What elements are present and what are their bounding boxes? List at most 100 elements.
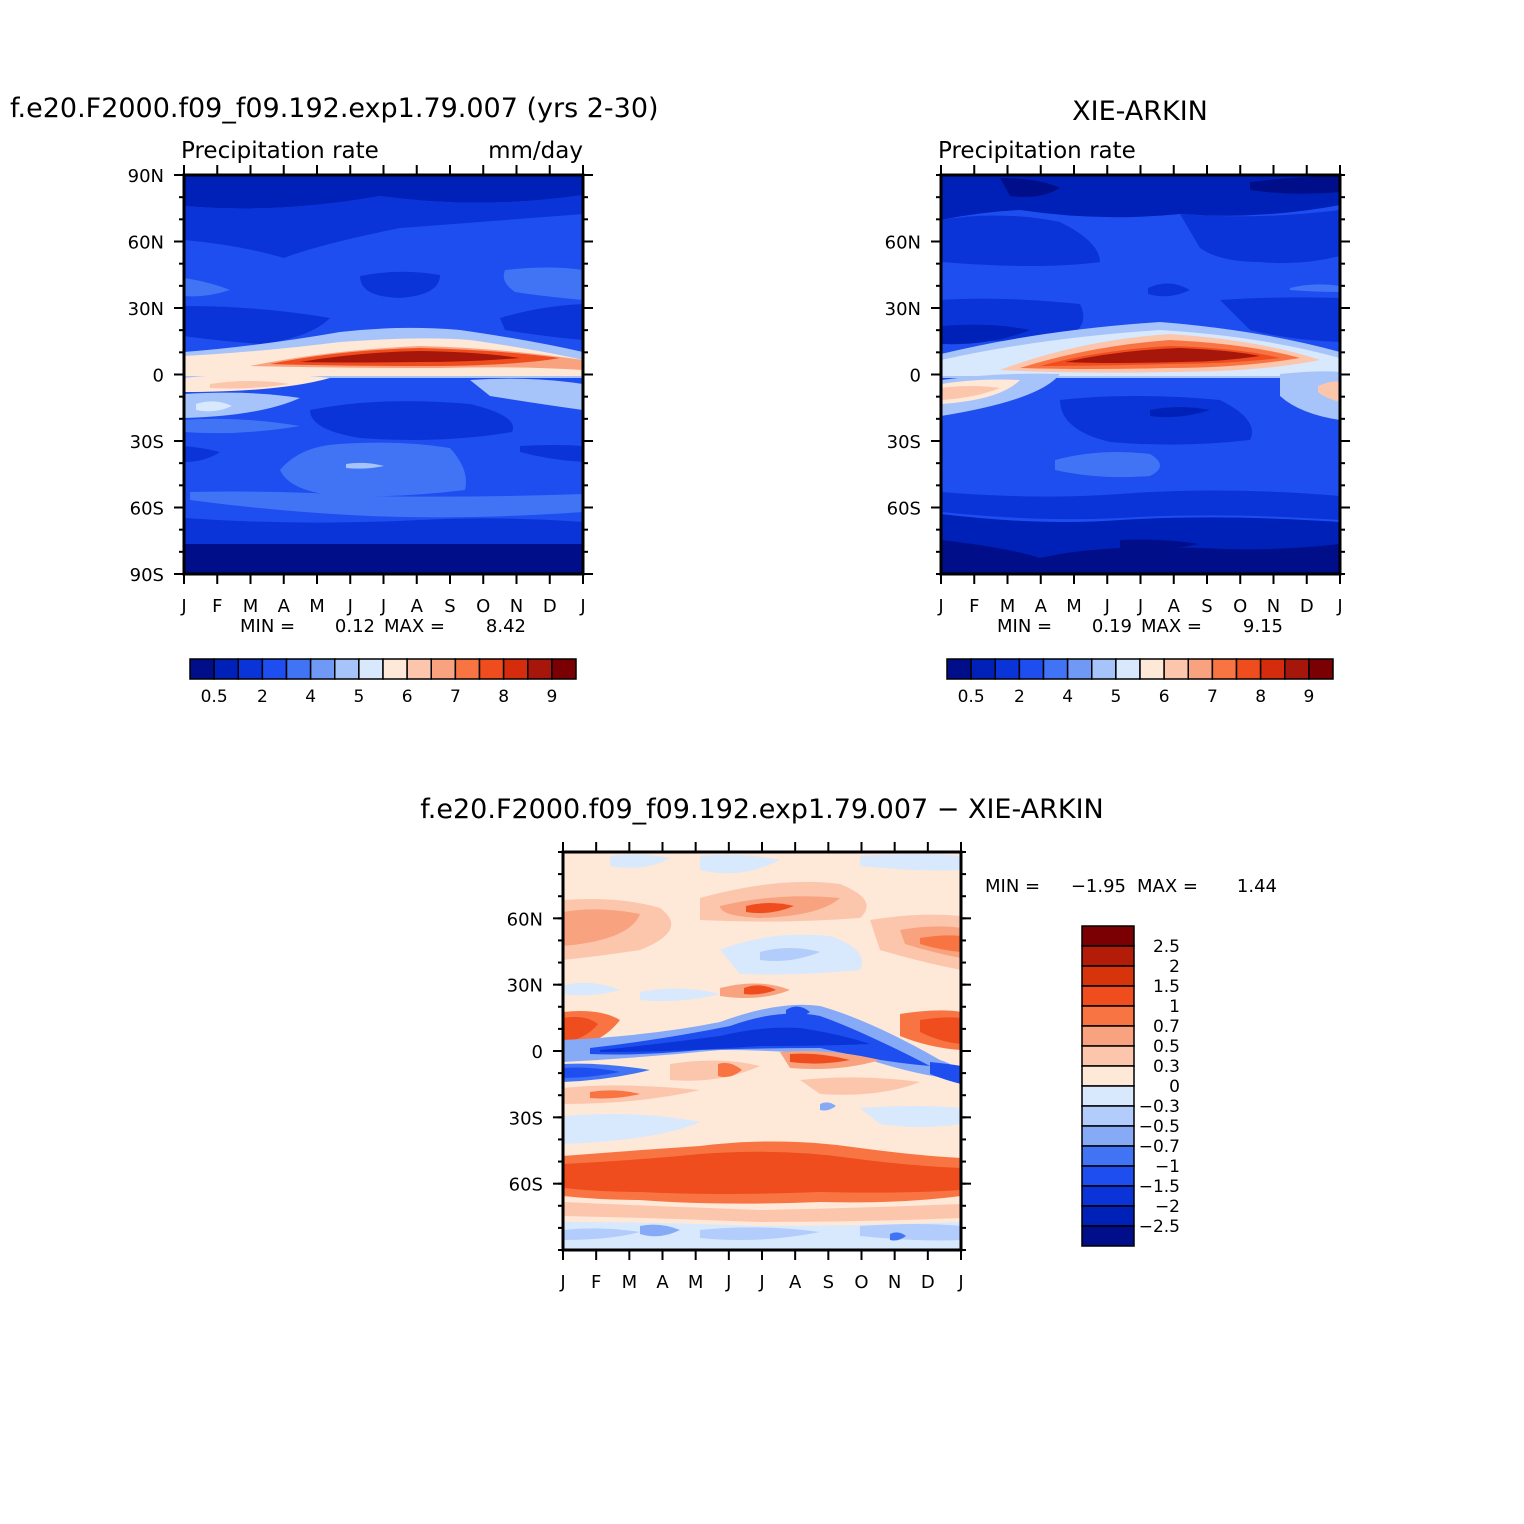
colorbar-label: 2	[257, 687, 268, 707]
panel-diff-field	[563, 852, 961, 1250]
colorbar-label: −1	[1155, 1157, 1180, 1177]
colorbar-cell	[1081, 1185, 1135, 1207]
x-tick-label: A	[656, 1272, 669, 1293]
colorbar-label: −2	[1155, 1197, 1180, 1217]
panel-model-max-label: MAX =	[384, 616, 445, 637]
colorbar-label: −0.5	[1139, 1117, 1180, 1137]
panel-obs-title: XIE-ARKIN	[1072, 96, 1208, 127]
colorbar-cell	[237, 658, 264, 680]
x-tick-label: O	[1233, 596, 1247, 617]
x-tick-label: O	[854, 1272, 868, 1293]
colorbar-cell	[261, 658, 288, 680]
y-tick-label: 60N	[128, 233, 164, 254]
colorbar-cell	[309, 658, 336, 680]
colorbar-cell	[1308, 658, 1334, 680]
colorbar-cell	[1081, 1065, 1135, 1087]
colorbar-cell	[478, 658, 505, 680]
x-tick-label: M	[1066, 596, 1082, 617]
colorbar-cell	[1081, 965, 1135, 987]
colorbar-label: −0.7	[1139, 1137, 1180, 1157]
x-tick-label: J	[347, 596, 353, 617]
y-tick-label: 90S	[130, 565, 164, 586]
colorbar-label: −0.3	[1139, 1097, 1180, 1117]
colorbar-label: 8	[1255, 687, 1266, 707]
x-tick-label: J	[758, 1272, 764, 1293]
panel-diff-min-label: MIN =	[985, 876, 1040, 897]
colorbar-cell	[1259, 658, 1286, 680]
colorbar-label: 7	[1207, 687, 1218, 707]
panel-diff-min-value: −1.95	[1071, 876, 1126, 897]
x-tick-label: D	[543, 596, 557, 617]
x-tick-label: M	[622, 1272, 638, 1293]
panel-diff-max-value: 1.44	[1237, 876, 1277, 897]
y-tick-label: 60S	[509, 1175, 543, 1196]
colorbar-label: 5	[1110, 687, 1121, 707]
colorbar-cell	[1081, 1225, 1135, 1247]
panel-obs: XIE-ARKIN Precipitation rate	[885, 96, 1350, 707]
y-tick-label: 30N	[128, 299, 164, 320]
x-tick-label: N	[1267, 596, 1280, 617]
y-tick-label: 0	[532, 1042, 543, 1063]
colorbar-cell	[1081, 1005, 1135, 1027]
colorbar-cell	[1081, 1105, 1135, 1127]
colorbar-cell	[946, 658, 972, 680]
x-tick-label: A	[1168, 596, 1181, 617]
colorbar-cell	[527, 658, 553, 680]
colorbar-label: 4	[305, 687, 316, 707]
x-tick-label: A	[278, 596, 291, 617]
colorbar-label: 9	[546, 687, 557, 707]
panel-model-subtitle-left: Precipitation rate	[181, 138, 379, 164]
y-tick-label: 60S	[130, 499, 164, 520]
panel-obs-min-value: 0.19	[1092, 616, 1132, 637]
colorbar-cell	[189, 658, 215, 680]
panel-obs-max-value: 9.15	[1243, 616, 1283, 637]
x-tick-label: J	[957, 1272, 963, 1293]
colorbar-label: 0.5	[1153, 1037, 1180, 1057]
colorbar-label: −2.5	[1139, 1217, 1180, 1237]
colorbar-cell	[502, 658, 529, 680]
y-tick-label: 90N	[128, 166, 164, 187]
colorbar-cell	[1091, 658, 1117, 680]
colorbar-cell	[285, 658, 312, 680]
panel-obs-subtitle-left: Precipitation rate	[938, 138, 1136, 164]
y-tick-label: 30S	[509, 1108, 543, 1129]
colorbar-label: 7	[450, 687, 461, 707]
colorbar-label: 6	[402, 687, 413, 707]
x-tick-label: J	[1104, 596, 1110, 617]
colorbar-cell	[970, 658, 996, 680]
colorbar-cell	[1235, 658, 1262, 680]
x-tick-label: J	[1336, 596, 1342, 617]
y-tick-label: 30N	[885, 299, 921, 320]
colorbar-cell	[334, 658, 360, 680]
x-tick-label: J	[559, 1272, 565, 1293]
panel-model-title: f.e20.F2000.f09_f09.192.exp1.79.007 (yrs…	[10, 93, 659, 124]
colorbar-label: 1	[1169, 997, 1180, 1017]
colorbar-cell	[430, 658, 457, 680]
x-tick-label: M	[309, 596, 325, 617]
colorbar-cell	[1139, 658, 1165, 680]
x-tick-label: J	[380, 596, 386, 617]
colorbar-label: 6	[1159, 687, 1170, 707]
colorbar-cell	[1081, 1025, 1135, 1047]
colorbar-cell	[358, 658, 384, 680]
panel-obs-colorbar: 0.5 2 4 5 6 7 8 9	[946, 658, 1334, 707]
x-tick-label: M	[1000, 596, 1016, 617]
panel-obs-field	[941, 175, 1340, 574]
y-tick-label: 30S	[887, 432, 921, 453]
colorbar-cell	[1081, 1165, 1135, 1187]
colorbar-cell	[1284, 658, 1310, 680]
colorbar-cell	[382, 658, 408, 680]
colorbar-cell	[454, 658, 481, 680]
colorbar-cell	[1081, 985, 1135, 1007]
panel-model-colorbar: 0.5 2 4 5 6 7 8 9	[189, 658, 577, 707]
panel-obs-max-label: MAX =	[1141, 616, 1202, 637]
y-tick-label: 0	[910, 366, 921, 387]
colorbar-cell	[1081, 1085, 1135, 1107]
x-tick-label: A	[411, 596, 424, 617]
panel-model-min-label: MIN =	[240, 616, 295, 637]
x-tick-label: J	[725, 1272, 731, 1293]
y-tick-label: 30S	[130, 432, 164, 453]
